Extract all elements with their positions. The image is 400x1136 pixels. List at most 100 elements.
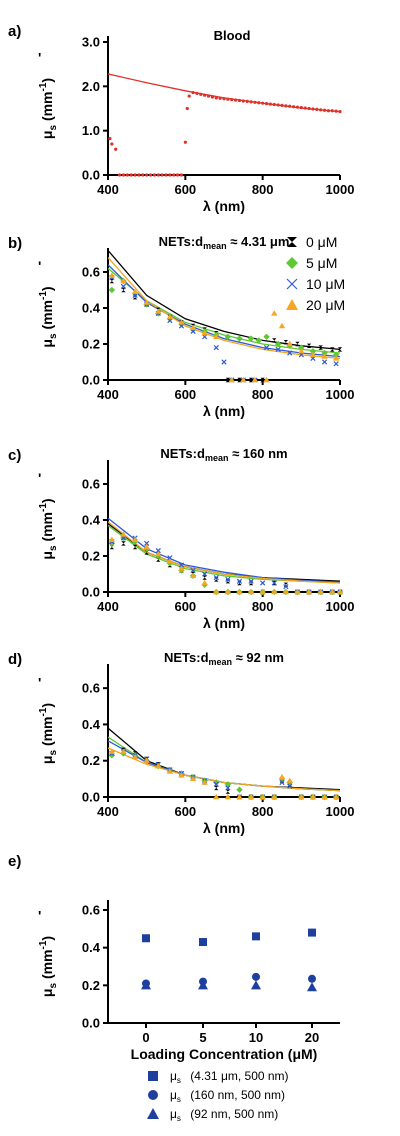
point-marker [338, 110, 342, 114]
panel-c: c) 0.0 0.2 0.4 0.6 400 600 800 1000 λ (nm) μs (mm-… [8, 446, 354, 631]
point-marker [248, 580, 254, 586]
y-axis-label: μs (mm-1) [38, 498, 59, 559]
point-marker [166, 558, 174, 564]
point-marker [309, 351, 317, 357]
point-marker [274, 340, 282, 348]
point-marker [286, 257, 298, 269]
fit-line [108, 747, 340, 792]
point-marker [121, 173, 126, 177]
axes [107, 664, 340, 798]
x-tick-label: 1000 [326, 599, 355, 614]
point-marker [214, 785, 219, 791]
y-tick-label: 0.0 [82, 790, 100, 805]
legend-sub: s [177, 1095, 181, 1104]
point-marker [213, 793, 220, 800]
point-marker [213, 344, 219, 351]
point-marker [201, 330, 208, 336]
y-label-close: ) [39, 498, 55, 503]
point-marker [213, 574, 219, 581]
point-marker [311, 107, 315, 111]
series-2 [109, 535, 343, 595]
point-marker [278, 322, 286, 329]
chart-title: NETs:dmean ≈ 4.31 μm [159, 234, 290, 251]
legend-label: μs (160 nm, 500 nm) [170, 1088, 285, 1104]
point-marker [133, 173, 137, 177]
legend-mu: μ [170, 1069, 177, 1083]
point-marker [147, 1108, 159, 1119]
point-marker [259, 793, 266, 800]
y-label-prime: ' [38, 50, 41, 66]
point-marker [318, 345, 323, 350]
y-label-close: ) [39, 286, 55, 291]
y-label-unit: (mm [39, 512, 55, 545]
y-label-prime: ' [38, 470, 41, 486]
x-tick-label: 400 [97, 599, 119, 614]
point-marker [287, 350, 293, 356]
series-2 [141, 980, 317, 992]
x-tick-label: 400 [97, 387, 119, 402]
y-tick-label: 0.4 [82, 940, 101, 955]
point-marker [185, 106, 189, 111]
point-marker [271, 588, 278, 595]
point-marker [144, 540, 150, 547]
point-marker [213, 779, 220, 786]
point-marker [225, 789, 231, 794]
point-marker [118, 173, 122, 177]
legend-text: (92 nm, 500 nm) [187, 1107, 278, 1121]
point-marker [319, 108, 323, 112]
point-marker [132, 544, 138, 550]
point-marker [210, 95, 214, 99]
point-marker [143, 299, 150, 305]
y-label-sub: s [48, 545, 59, 551]
point-marker [321, 353, 328, 359]
series-0 [109, 747, 339, 800]
point-marker [114, 147, 118, 151]
point-marker [179, 173, 184, 177]
point-marker [199, 938, 207, 947]
legend-item: μs (160 nm, 500 nm) [148, 1088, 285, 1104]
x-tick-label: 600 [174, 182, 196, 197]
title-value: ≈ 160 nm [228, 446, 287, 461]
series-3 [108, 531, 344, 595]
point-marker [218, 96, 222, 100]
point-marker [268, 102, 272, 106]
point-marker [125, 173, 129, 177]
point-marker [155, 762, 162, 769]
point-marker [108, 286, 116, 294]
y-axis-label: μs (mm-1) [38, 936, 59, 997]
point-marker [241, 99, 245, 103]
point-marker [237, 377, 242, 383]
point-marker [167, 555, 173, 561]
y-label-sup: -1 [38, 940, 49, 949]
point-marker [286, 777, 293, 783]
point-marker [222, 97, 226, 101]
point-marker [276, 103, 280, 107]
point-marker [143, 757, 150, 763]
x-axis-label: Loading Concentration (μM) [131, 1046, 318, 1062]
point-marker [142, 934, 150, 943]
point-marker [155, 547, 161, 554]
point-marker [120, 277, 127, 284]
legend-item: 0 μM [287, 234, 337, 250]
point-marker [308, 974, 316, 983]
y-label-unit: (mm [39, 949, 55, 982]
y-axis-label: μs (mm-1) [38, 78, 59, 139]
point-marker [278, 773, 286, 780]
point-marker [287, 783, 293, 789]
panel-a: a) 0.0 1.0 2.0 3.0 400 600 800 1000 λ (nm) μs (mm-… [8, 23, 354, 214]
point-marker [282, 588, 290, 595]
panel-d: d) 0.0 0.2 0.4 0.6 400 600 800 1000 λ (nm) μs (mm-… [8, 650, 354, 836]
x-tick-label: 600 [174, 599, 196, 614]
point-marker [309, 793, 317, 800]
point-marker [306, 343, 312, 348]
y-label-sup: -1 [38, 503, 49, 512]
title-d: d [197, 446, 205, 461]
x-tick-label: 1000 [326, 804, 355, 819]
y-label-mu: μ [39, 131, 55, 140]
y-label-close: ) [39, 936, 55, 941]
legend-item: 20 μM [286, 297, 345, 313]
point-marker [236, 793, 243, 800]
y-tick-label: 0.4 [82, 717, 101, 732]
series-1 [108, 534, 344, 596]
point-marker [308, 928, 316, 937]
